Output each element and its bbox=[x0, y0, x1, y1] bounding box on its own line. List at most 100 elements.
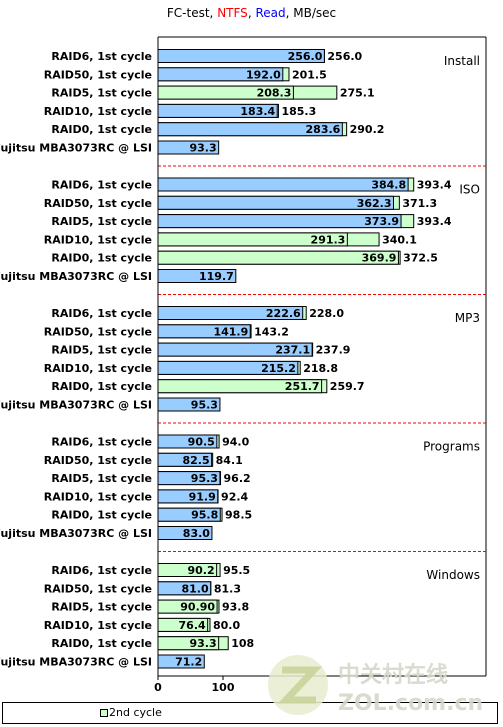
category-label: RAID5, 1st cycle bbox=[51, 215, 152, 228]
value-label-1st-cycle: 95.3 bbox=[191, 399, 218, 412]
category-label: RAID50, 1st cycle bbox=[44, 197, 152, 210]
value-label-1st-cycle: 93.3 bbox=[190, 637, 217, 650]
value-label-1st-cycle: 90.90 bbox=[180, 601, 215, 614]
zol-watermark: 中关村在线 ZOL.com.cn bbox=[268, 655, 483, 716]
category-label: RAID5, 1st cycle bbox=[51, 601, 152, 614]
category-label: RAID50, 1st cycle bbox=[44, 582, 152, 595]
value-label-1st-cycle: 93.3 bbox=[190, 142, 217, 155]
value-label-2nd-cycle: 393.4 bbox=[417, 179, 452, 192]
title-separator: , bbox=[247, 6, 256, 20]
title-suffix: , MB/sec bbox=[285, 6, 337, 20]
value-label-1st-cycle: 362.3 bbox=[357, 197, 392, 210]
value-label-2nd-cycle: 94.0 bbox=[222, 436, 249, 449]
watermark-brand-cn: 中关村在线 bbox=[338, 662, 448, 688]
value-label-1st-cycle: 183.4 bbox=[240, 105, 275, 118]
value-label-1st-cycle: 208.3 bbox=[257, 87, 292, 100]
watermark-logo-z bbox=[277, 666, 323, 704]
value-label-2nd-cycle: 201.5 bbox=[292, 68, 327, 81]
value-label-1st-cycle: 141.9 bbox=[213, 325, 248, 338]
value-label-1st-cycle: 222.6 bbox=[266, 307, 301, 320]
category-label: RAID0, 1st cycle bbox=[51, 380, 152, 393]
title-filesystem: NTFS bbox=[217, 6, 248, 20]
category-label: RAID6, 1st cycle bbox=[51, 436, 152, 449]
value-label-1st-cycle: 215.2 bbox=[261, 362, 296, 375]
group-label: Windows bbox=[426, 568, 480, 582]
group-label: Install bbox=[444, 54, 480, 68]
value-label-2nd-cycle: 96.2 bbox=[224, 472, 251, 485]
category-label: RAID0, 1st cycle bbox=[51, 509, 152, 522]
title-prefix: FC-test, bbox=[166, 6, 218, 20]
category-label: RAID50, 1st cycle bbox=[44, 325, 152, 338]
value-label-2nd-cycle: 256.0 bbox=[327, 50, 362, 63]
category-label: RAID10, 1st cycle bbox=[44, 233, 152, 246]
value-label-1st-cycle: 81.0 bbox=[182, 582, 209, 595]
value-label-2nd-cycle: 290.2 bbox=[350, 123, 385, 136]
value-label-1st-cycle: 256.0 bbox=[288, 50, 323, 63]
value-label-1st-cycle: 90.2 bbox=[187, 564, 214, 577]
category-label: RAID10, 1st cycle bbox=[44, 619, 152, 632]
legend-swatch-2nd-cycle bbox=[100, 709, 108, 717]
category-label: RAID0, 1st cycle bbox=[51, 252, 152, 265]
category-label: RAID6, 1st cycle bbox=[51, 179, 152, 192]
category-label: Fujitsu MBA3073RC @ LSI bbox=[0, 270, 152, 283]
watermark-brand-en: ZOL.com.cn bbox=[338, 691, 483, 716]
category-label: RAID5, 1st cycle bbox=[51, 87, 152, 100]
category-label: RAID5, 1st cycle bbox=[51, 472, 152, 485]
group-label: ISO bbox=[459, 183, 480, 197]
category-label: Fujitsu MBA3073RC @ LSI bbox=[0, 527, 152, 540]
value-label-1st-cycle: 95.8 bbox=[191, 509, 218, 522]
group-label: MP3 bbox=[455, 311, 480, 325]
category-label: RAID6, 1st cycle bbox=[51, 307, 152, 320]
value-label-2nd-cycle: 259.7 bbox=[330, 380, 365, 393]
value-label-2nd-cycle: 218.8 bbox=[303, 362, 338, 375]
value-label-2nd-cycle: 84.1 bbox=[216, 454, 243, 467]
value-label-1st-cycle: 283.6 bbox=[306, 123, 341, 136]
category-label: RAID10, 1st cycle bbox=[44, 362, 152, 375]
value-label-1st-cycle: 91.9 bbox=[189, 490, 216, 503]
value-label-2nd-cycle: 340.1 bbox=[382, 233, 417, 246]
value-label-1st-cycle: 90.5 bbox=[188, 436, 215, 449]
value-label-1st-cycle: 369.9 bbox=[362, 252, 397, 265]
value-label-2nd-cycle: 228.0 bbox=[309, 307, 344, 320]
legend: 2nd cycle bbox=[2, 702, 498, 724]
value-label-2nd-cycle: 185.3 bbox=[281, 105, 316, 118]
category-label: RAID10, 1st cycle bbox=[44, 490, 152, 503]
title-operation: Read bbox=[255, 6, 286, 20]
value-label-1st-cycle: 76.4 bbox=[179, 619, 206, 632]
value-label-1st-cycle: 384.8 bbox=[371, 179, 406, 192]
category-label: RAID50, 1st cycle bbox=[44, 68, 152, 81]
value-label-2nd-cycle: 275.1 bbox=[340, 87, 375, 100]
category-label: RAID50, 1st cycle bbox=[44, 454, 152, 467]
value-label-2nd-cycle: 93.8 bbox=[222, 601, 249, 614]
x-tick-label: 0 bbox=[154, 681, 162, 694]
value-label-1st-cycle: 251.7 bbox=[285, 380, 320, 393]
category-label: RAID0, 1st cycle bbox=[51, 123, 152, 136]
value-label-1st-cycle: 192.0 bbox=[246, 68, 281, 81]
category-label: RAID10, 1st cycle bbox=[44, 105, 152, 118]
category-label: Fujitsu MBA3073RC @ LSI bbox=[0, 656, 152, 669]
category-label: Fujitsu MBA3073RC @ LSI bbox=[0, 142, 152, 155]
value-label-2nd-cycle: 92.4 bbox=[221, 490, 248, 503]
chart-title: FC-test, NTFS, Read, MB/sec bbox=[0, 6, 503, 20]
value-label-1st-cycle: 95.3 bbox=[191, 472, 218, 485]
value-label-2nd-cycle: 237.9 bbox=[316, 344, 351, 357]
value-label-2nd-cycle: 143.2 bbox=[254, 325, 289, 338]
value-label-2nd-cycle: 98.5 bbox=[225, 509, 252, 522]
value-label-2nd-cycle: 371.3 bbox=[402, 197, 437, 210]
value-label-2nd-cycle: 95.5 bbox=[223, 564, 250, 577]
value-label-1st-cycle: 291.3 bbox=[311, 233, 346, 246]
value-label-2nd-cycle: 81.3 bbox=[214, 582, 241, 595]
value-label-2nd-cycle: 80.0 bbox=[213, 619, 240, 632]
value-label-1st-cycle: 82.5 bbox=[182, 454, 209, 467]
category-label: Fujitsu MBA3073RC @ LSI bbox=[0, 399, 152, 412]
value-label-1st-cycle: 119.7 bbox=[199, 270, 234, 283]
x-tick-label: 100 bbox=[212, 681, 235, 694]
value-label-1st-cycle: 373.9 bbox=[364, 215, 399, 228]
category-label: RAID6, 1st cycle bbox=[51, 50, 152, 63]
group-label: Programs bbox=[423, 440, 480, 454]
value-label-2nd-cycle: 372.5 bbox=[403, 252, 438, 265]
category-label: RAID0, 1st cycle bbox=[51, 637, 152, 650]
legend-label: 2nd cycle bbox=[109, 706, 162, 719]
value-label-1st-cycle: 71.2 bbox=[175, 656, 202, 669]
